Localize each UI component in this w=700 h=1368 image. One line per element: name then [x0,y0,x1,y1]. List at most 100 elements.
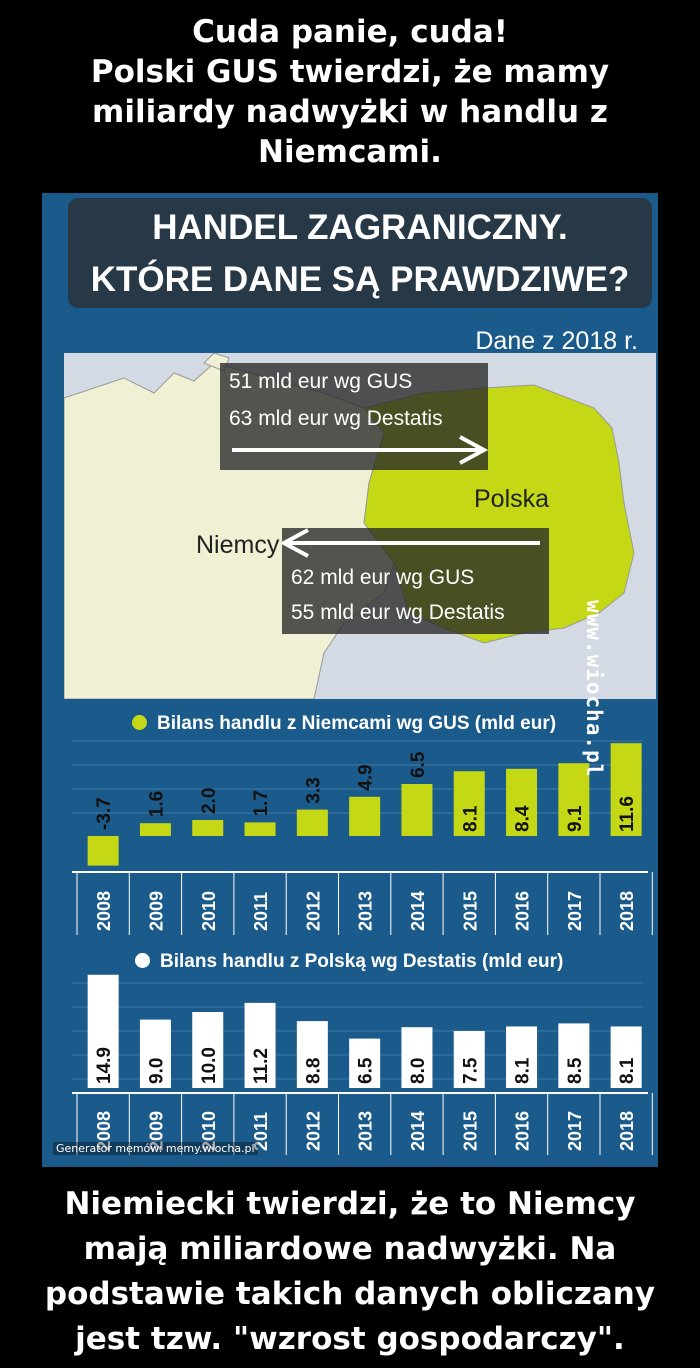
data-label: 8.1 [460,805,481,832]
title-line-1: HANDEL ZAGRANICZNY. [152,208,568,247]
top-caption-line-3: miliardy nadwyżki w handlu z [92,94,608,130]
chart-gus-legend: Bilans handlu z Niemcami wg GUS (mld eur… [132,713,556,735]
data-label: 8.1 [513,1057,534,1084]
data-label: 8.4 [513,805,534,832]
year-label: 2012 [303,891,323,931]
import-arrow-icon [282,528,540,558]
bar [401,1027,433,1088]
year-label: 2018 [617,1111,637,1151]
bar [453,1031,485,1088]
bar [296,1021,328,1088]
bar [192,1012,224,1088]
chart-gus-svg: -3.7 2008 1.6 2009 2.0 2010 1.7 2011 3.3 2012 4.9 2… [72,740,653,935]
data-label: 8.8 [303,1058,324,1084]
data-label: 6.5 [408,751,429,778]
data-label: 8.1 [617,1057,638,1084]
year-label: 2014 [408,1111,428,1151]
legend-label-gus: Bilans handlu z Niemcami wg GUS (mld eur… [157,713,557,734]
year-label: 2018 [617,891,637,931]
bar [192,820,224,836]
infographic-title: HANDEL ZAGRANICZNY. KTÓRE DANE SĄ PRAWDZ… [68,198,652,308]
legend-dot-destatis [135,953,150,968]
label-poland: Polska [474,485,550,513]
year-label: 2009 [146,1111,166,1151]
top-caption-line-4: Niemcami. [258,134,442,170]
import-flow-line-1: 62 mld eur wg GUS [291,566,475,589]
data-label: 11.6 [617,796,638,832]
bottom-caption-line-2: mają miliardowe nadwyżki. Na [83,1231,617,1267]
bar [349,1038,381,1088]
bar [558,1023,590,1088]
year-label: 2011 [251,892,271,931]
label-germany: Niemcy [196,531,280,559]
data-label: 14.9 [94,1047,115,1084]
bar [610,743,642,836]
bar [349,796,381,836]
data-label: 3.3 [303,777,324,803]
year-label: 2010 [199,1111,219,1151]
bar [87,974,119,1088]
data-label: 6.5 [356,1057,377,1084]
data-label: 1.7 [251,790,272,816]
year-label: 2016 [513,1111,533,1151]
bar [506,768,538,836]
year-label: 2015 [460,891,480,931]
export-flow-line-1: 51 mld eur wg GUS [229,370,413,393]
data-label: 9.0 [146,1058,167,1084]
year-label: 2010 [199,891,219,931]
data-label: 11.2 [251,1048,272,1084]
year-label: 2009 [146,891,166,931]
bar [506,1026,538,1088]
year-label: 2017 [565,891,585,931]
year-label: 2016 [513,891,533,931]
bar [244,1002,276,1088]
data-label: 2.0 [199,788,220,814]
export-flow-box: 51 mld eur wg GUS 63 mld eur wg Destatis [220,363,488,470]
export-arrow-icon [232,435,488,465]
bar [558,763,590,836]
data-label: 4.9 [356,764,377,790]
bar [139,1019,171,1088]
data-label: 1.6 [146,791,167,817]
import-flow-line-2: 55 mld eur wg Destatis [291,601,505,624]
watermark-side: www.wiocha.pl [582,600,606,778]
top-caption: Cuda panie, cuda! Polski GUS twierdzi, ż… [0,12,700,172]
data-label: 8.5 [565,1057,586,1084]
bottom-caption: Niemiecki twierdzi, że to Niemcy mają mi… [0,1182,700,1362]
bar [139,823,171,836]
bar [401,784,433,836]
year-label: 2015 [460,1111,480,1151]
watermark-bottom: Generator memów: memy.wiocha.pl [53,1142,258,1155]
bar [453,771,485,836]
bottom-caption-line-1: Niemiecki twierdzi, że to Niemcy [64,1186,636,1222]
data-label: -3.7 [94,797,115,830]
year-note: Dane z 2018 r. [475,327,638,355]
legend-label-destatis: Bilans handlu z Polską wg Destatis (mld … [160,951,564,972]
bottom-caption-line-3: podstawie takich danych obliczany [44,1276,656,1312]
data-label: 9.1 [565,805,586,832]
year-label: 2017 [565,1111,585,1151]
data-label: 8.0 [408,1058,429,1084]
bottom-caption-line-4: jest tzw. "wzrost gospodarczy". [75,1321,625,1357]
bar [244,822,276,836]
chart-destatis-legend: Bilans handlu z Polską wg Destatis (mld … [135,951,563,973]
year-label: 2014 [408,891,428,931]
year-label: 2012 [303,1111,323,1151]
year-label: 2013 [356,891,376,931]
export-flow-line-2: 63 mld eur wg Destatis [229,407,443,430]
year-label: 2008 [94,1111,114,1151]
data-label: 10.0 [199,1047,220,1084]
year-label: 2008 [94,891,114,931]
top-caption-line-1: Cuda panie, cuda! [192,14,508,50]
bar [296,809,328,836]
infographic: HANDEL ZAGRANICZNY. KTÓRE DANE SĄ PRAWDZ… [42,193,658,1167]
bar [610,1026,642,1088]
import-flow-box: 62 mld eur wg GUS 55 mld eur wg Destatis [282,528,549,634]
legend-dot-gus [132,715,147,730]
top-caption-line-2: Polski GUS twierdzi, że mamy [90,54,610,90]
data-label: 7.5 [460,1057,481,1084]
chart-destatis-svg: 14.9 2008 9.0 2009 10.0 2010 11.2 2011 8.8 2012 6.… [72,974,653,1155]
year-label: 2013 [356,1111,376,1151]
bar [87,836,119,866]
year-label: 2011 [251,1112,271,1151]
